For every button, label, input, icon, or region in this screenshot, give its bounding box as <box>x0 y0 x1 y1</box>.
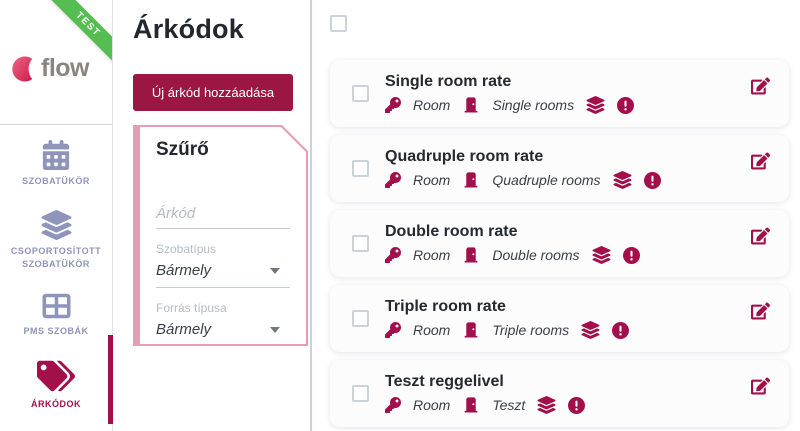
rate-source: Room <box>413 322 451 338</box>
sidebar-nav: SZOBATÜKÖR CSOPORTOSÍTOTT SZOBATÜKÖR PMS… <box>0 125 112 411</box>
door-icon <box>462 171 480 189</box>
exclamation-icon[interactable] <box>617 97 634 114</box>
source-type-select[interactable]: Bármely <box>156 315 290 347</box>
rate-source: Room <box>413 247 451 263</box>
sidebar-item-label: CSOPORTOSÍTOTT SZOBATÜKÖR <box>10 246 102 270</box>
arkodok-panel: Árkódok Új árkód hozzáadása Szűrő Árkód … <box>113 0 312 431</box>
row-checkbox[interactable] <box>352 385 369 402</box>
exclamation-icon[interactable] <box>644 172 661 189</box>
rate-list-area: Single room rate Room Single rooms Quadr… <box>312 0 800 431</box>
rate-title: Single room rate <box>385 73 512 90</box>
filter-card: Szűrő Árkód Szobatípus Bármely Forrás tí… <box>133 125 308 346</box>
row-checkbox[interactable] <box>352 160 369 177</box>
rate-row: Teszt reggelivel Room Teszt <box>330 360 789 427</box>
edit-icon[interactable] <box>751 77 770 95</box>
row-checkbox[interactable] <box>352 85 369 102</box>
add-price-code-button[interactable]: Új árkód hozzáadása <box>133 74 293 111</box>
sidebar-item-csoportositott-szobatukor[interactable]: CSOPORTOSÍTOTT SZOBATÜKÖR <box>0 210 112 271</box>
rate-title: Triple room rate <box>385 298 506 315</box>
page-title: Árkódok <box>133 14 244 44</box>
grid-icon <box>42 292 71 320</box>
select-all-checkbox[interactable] <box>330 15 347 32</box>
rate-title: Teszt reggelivel <box>385 373 504 390</box>
key-icon <box>385 172 401 188</box>
layers-icon[interactable] <box>613 171 632 189</box>
rate-source: Room <box>413 97 451 113</box>
rate-row: Quadruple room rate Room Quadruple rooms <box>330 135 789 202</box>
source-type-label: Forrás típusa <box>156 301 227 315</box>
edit-icon[interactable] <box>751 377 770 395</box>
layers-icon[interactable] <box>592 246 611 264</box>
key-icon <box>385 247 401 263</box>
calendar-icon <box>42 140 70 170</box>
layers-icon[interactable] <box>586 96 605 114</box>
sidebar-item-szobatukor[interactable]: SZOBATÜKÖR <box>0 140 112 188</box>
sidebar: TEST flow SZOBATÜKÖR CSOPORTOSÍTOTT SZOB… <box>0 0 113 431</box>
layers-icon[interactable] <box>537 396 556 414</box>
rate-room-type: Quadruple rooms <box>492 172 601 188</box>
rate-source: Room <box>413 172 451 188</box>
rate-row: Single room rate Room Single rooms <box>330 60 789 127</box>
source-type-value: Bármely <box>156 321 212 338</box>
door-icon <box>462 96 480 114</box>
sidebar-item-label: PMS SZOBÁK <box>23 326 89 337</box>
filter-title: Szűrő <box>156 139 209 160</box>
exclamation-icon[interactable] <box>612 322 629 339</box>
rate-room-type: Teszt <box>492 397 526 413</box>
rate-row: Triple room rate Room Triple rooms <box>330 285 789 352</box>
edit-icon[interactable] <box>751 227 770 245</box>
room-type-label: Szobatípus <box>156 242 217 256</box>
chevron-down-icon <box>270 268 280 274</box>
active-item-indicator <box>108 335 113 424</box>
rate-title: Quadruple room rate <box>385 148 544 165</box>
edit-icon[interactable] <box>751 152 770 170</box>
logo-card: TEST flow <box>0 0 112 125</box>
door-icon <box>462 396 480 414</box>
sidebar-item-label: ÁRKÓDOK <box>31 399 81 410</box>
row-checkbox[interactable] <box>352 235 369 252</box>
exclamation-icon[interactable] <box>568 397 585 414</box>
key-icon <box>385 397 401 413</box>
layers-icon[interactable] <box>581 321 600 339</box>
door-icon <box>462 321 480 339</box>
rate-row: Double room rate Room Double rooms <box>330 210 789 277</box>
rate-rows: Single room rate Room Single rooms Quadr… <box>330 60 789 427</box>
room-type-value: Bármely <box>156 262 212 279</box>
edit-icon[interactable] <box>751 302 770 320</box>
tags-icon <box>37 359 75 393</box>
rate-source: Room <box>413 397 451 413</box>
flow-swoosh-icon <box>12 55 33 82</box>
rate-room-type: Triple rooms <box>492 322 570 338</box>
sidebar-item-arkodok[interactable]: ÁRKÓDOK <box>0 359 112 411</box>
row-checkbox[interactable] <box>352 310 369 327</box>
app-logo: flow <box>11 54 90 83</box>
sidebar-item-pms-szobak[interactable]: PMS SZOBÁK <box>0 292 112 338</box>
sidebar-item-label: SZOBATÜKÖR <box>22 176 90 186</box>
layers-icon <box>41 210 72 240</box>
key-icon <box>385 322 401 338</box>
chevron-down-icon <box>270 327 280 333</box>
rate-room-type: Double rooms <box>492 247 580 263</box>
room-type-select[interactable]: Bármely <box>156 256 290 288</box>
door-icon <box>462 246 480 264</box>
price-code-input[interactable]: Árkód <box>156 197 290 229</box>
key-icon <box>385 97 401 113</box>
exclamation-icon[interactable] <box>623 247 640 264</box>
rate-room-type: Single rooms <box>492 97 575 113</box>
logo-text: flow <box>41 54 90 82</box>
rate-title: Double room rate <box>385 223 518 240</box>
